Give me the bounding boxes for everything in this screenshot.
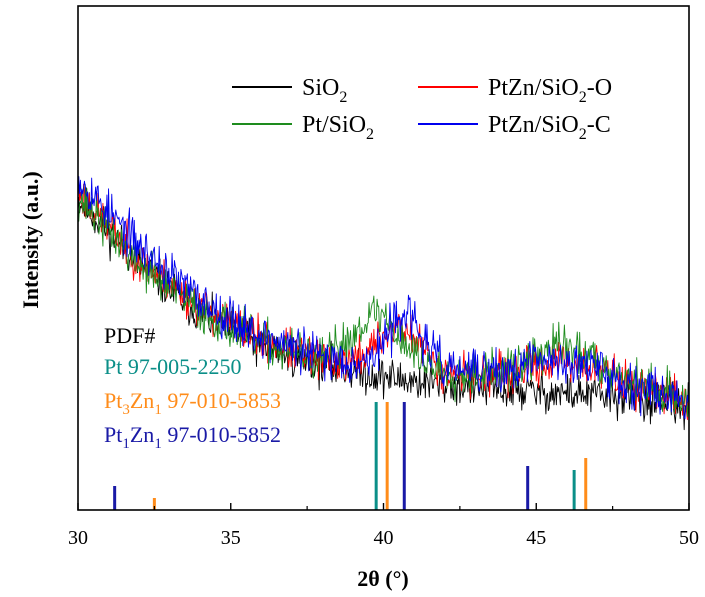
pdf-reference-label: Pt1Zn1 97-010-5852 (104, 422, 281, 452)
reference-lines (113, 402, 588, 510)
x-tick-label: 30 (68, 527, 88, 549)
x-tick-label: 45 (526, 527, 546, 549)
x-ticks: 30 35 40 45 50 (68, 503, 699, 549)
pdf-header: PDF# (104, 323, 155, 348)
series-lines (77, 176, 690, 431)
y-axis-label: Intensity (a.u.) (18, 171, 43, 309)
pdf-reference-label: Pt3Zn1 97-010-5853 (104, 388, 281, 418)
x-axis-label: 2θ (°) (357, 566, 408, 591)
x-tick-label: 35 (221, 527, 241, 549)
legend-label: PtZn/SiO2-C (488, 112, 611, 143)
pdf-reference-legend: PDF# Pt 97-005-2250 Pt3Zn1 97-010-5853 Pt1Z… (104, 323, 281, 452)
x-tick-label: 40 (374, 527, 394, 549)
legend: SiO2 PtZn/SiO2-O Pt/SiO2 PtZn/SiO2-C (232, 75, 612, 143)
series-line-ptzn-sio2-c (77, 176, 690, 420)
legend-label: PtZn/SiO2-O (488, 75, 612, 106)
pdf-reference-label: Pt 97-005-2250 (104, 354, 242, 379)
x-tick-label: 50 (679, 527, 699, 549)
legend-label: SiO2 (302, 75, 347, 106)
legend-label: Pt/SiO2 (302, 112, 374, 143)
